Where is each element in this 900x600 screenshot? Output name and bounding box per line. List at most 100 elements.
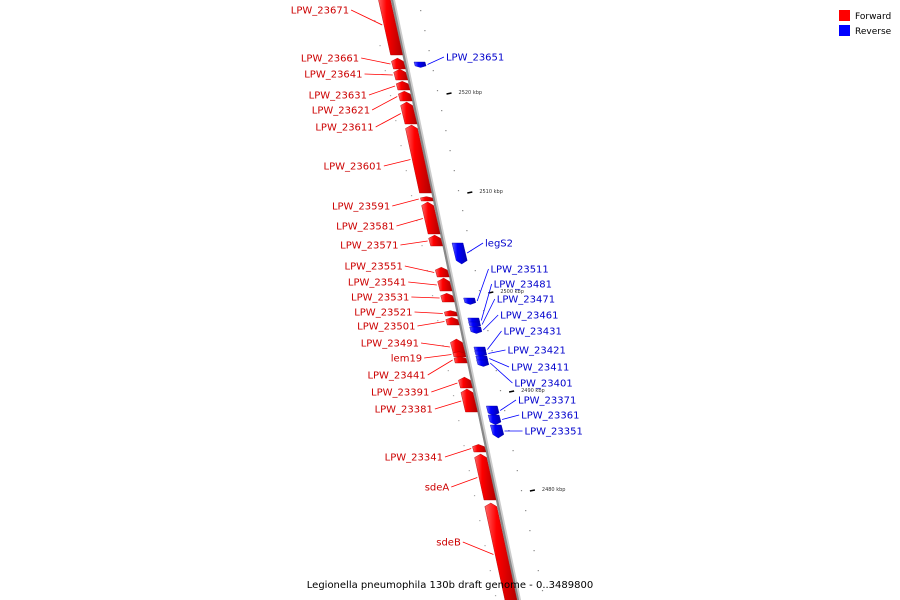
minor-tick-dot [410,195,413,197]
forward-gene-label[interactable]: sdeA [425,483,450,494]
minor-tick-dot [424,30,426,32]
minor-tick-dot [478,290,481,292]
reverse-gene-block[interactable] [474,350,488,357]
forward-gene-leader [444,448,472,458]
forward-gene-block[interactable] [437,277,453,292]
forward-gene-block[interactable] [398,90,413,102]
forward-gene-label[interactable]: LPW_23391 [371,388,429,399]
forward-gene-label[interactable]: LPW_23611 [315,123,373,134]
minor-tick-dot [529,530,531,532]
forward-gene-block[interactable] [452,351,467,358]
minor-tick-dot [494,595,497,597]
reverse-gene-block[interactable] [469,326,483,334]
forward-gene-label[interactable]: LPW_23661 [301,54,359,65]
reverse-gene-block[interactable] [486,405,500,417]
forward-gene-block[interactable] [400,101,418,125]
forward-gene-label[interactable]: LPW_23621 [312,106,370,117]
forward-gene-block[interactable] [435,266,450,278]
forward-gene-label[interactable]: LPW_23531 [351,293,409,304]
reverse-gene-label[interactable]: LPW_23411 [511,363,569,374]
minor-tick-dot [463,445,465,447]
forward-gene-block[interactable] [395,81,411,91]
forward-gene-block[interactable] [484,502,518,600]
minor-tick-dot [421,245,423,247]
forward-gene-leader [424,354,452,359]
forward-gene-label[interactable]: LPW_23501 [357,322,415,333]
reverse-gene-block[interactable] [490,424,505,439]
forward-gene-block[interactable] [458,376,473,389]
forward-gene-label[interactable]: LPW_23641 [304,70,362,81]
minor-tick-dot [389,95,392,97]
reverse-gene-block[interactable] [468,321,481,328]
forward-gene-block[interactable] [405,124,432,194]
reverse-gene-label[interactable]: legS2 [485,239,513,250]
forward-gene-block[interactable] [421,201,441,235]
forward-gene-block[interactable] [428,234,443,247]
reverse-gene-block[interactable] [413,61,427,68]
forward-genes: LPW_23671 LPW_23661 LPW_23641 LPW_23631 LPW_… [291,0,518,600]
forward-gene-block[interactable] [460,388,478,413]
reverse-gene-label[interactable]: LPW_23471 [497,295,555,306]
forward-gene-label[interactable]: LPW_23591 [332,202,390,213]
reverse-gene-label[interactable]: LPW_23461 [500,311,558,322]
forward-gene-label[interactable]: LPW_23601 [324,162,382,173]
forward-gene-block[interactable] [472,444,487,453]
forward-gene-label[interactable]: LPW_23581 [336,222,394,233]
reverse-gene-label[interactable]: LPW_23481 [494,280,552,291]
minor-tick-dot [458,420,460,422]
minor-tick-dot [374,20,376,22]
reverse-gene-label[interactable]: LPW_23351 [525,427,583,438]
reverse-gene-block[interactable] [463,297,477,305]
forward-gene-label[interactable]: LPW_23671 [291,6,349,17]
reverse-gene-label[interactable]: LPW_23421 [508,346,566,357]
forward-gene-label[interactable]: LPW_23541 [348,278,406,289]
reverse-gene-label[interactable]: LPW_23401 [514,379,572,390]
forward-gene-block[interactable] [393,68,409,81]
forward-gene-leader [350,9,383,26]
reverse-gene-label[interactable]: LPW_23361 [521,411,579,422]
forward-gene-leader [451,477,478,488]
reverse-gene-leader [480,283,493,321]
reverse-gene-label[interactable]: LPW_23431 [504,327,562,338]
reverse-gene-leader [481,298,496,325]
reverse-gene-leader [487,330,502,350]
minor-tick-dot [405,170,407,172]
forward-gene-label[interactable]: sdeB [436,538,461,549]
major-tick [508,390,515,393]
reverse-gene-label[interactable]: LPW_23511 [490,265,548,276]
forward-gene-block[interactable] [474,453,497,501]
reverse-gene-block[interactable] [451,242,468,265]
forward-gene-label[interactable]: LPW_23381 [375,405,433,416]
forward-gene-label[interactable]: LPW_23551 [345,262,403,273]
forward-gene-block[interactable] [378,0,403,56]
reverse-gene-label[interactable]: LPW_23651 [446,53,504,64]
minor-tick-dot [442,345,444,347]
forward-gene-block[interactable] [391,57,406,70]
forward-gene-block[interactable] [444,310,458,317]
forward-gene-label[interactable]: LPW_23521 [354,308,412,319]
forward-gene-label[interactable]: LPW_23341 [385,453,443,464]
reverse-gene-block[interactable] [476,359,490,367]
forward-gene-label[interactable]: LPW_23571 [340,241,398,252]
forward-gene-label[interactable]: LPW_23441 [367,371,425,382]
forward-gene-label[interactable]: LPW_23631 [309,91,367,102]
forward-gene-block[interactable] [445,317,460,326]
forward-gene-block[interactable] [420,196,434,202]
reverse-gene-leader [489,358,510,368]
forward-gene-label[interactable]: lem19 [391,354,422,365]
minor-tick-dot [468,470,470,472]
forward-gene-label[interactable]: LPW_23491 [361,339,419,350]
reverse-gene-block[interactable] [487,414,502,426]
reverse-gene-label[interactable]: LPW_23371 [518,396,576,407]
forward-gene-block[interactable] [440,293,455,303]
forward-gene-block[interactable] [450,338,466,355]
forward-gene-block[interactable] [453,356,468,364]
minor-tick-dot [395,120,397,122]
forward-gene-leader [431,382,458,393]
minor-tick-dot [400,145,402,147]
forward-gene-leader [408,281,437,286]
forward-gene-leader [427,359,453,376]
minor-tick-dot [520,490,523,492]
reverse-genes: LPW_23651 legS2 LPW_23511 LPW_23481 LPW_2347… [413,53,583,439]
